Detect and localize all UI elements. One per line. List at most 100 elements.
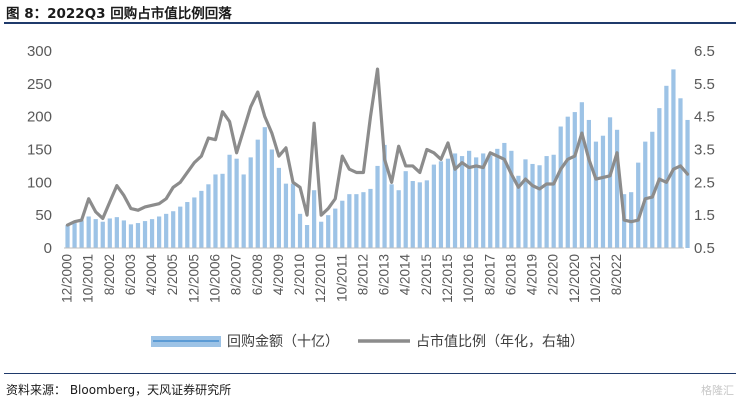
bar (671, 69, 676, 248)
bar (636, 162, 641, 248)
bar (586, 119, 591, 248)
bar (410, 181, 415, 248)
y-tick-label: 0 (44, 240, 52, 257)
bar (537, 165, 542, 248)
bar (206, 184, 211, 248)
bar (474, 157, 479, 248)
bar (431, 164, 436, 248)
x-tick-label: 6/2003 (123, 254, 138, 295)
x-tick-label: 12/2005 (186, 254, 201, 303)
bar (509, 150, 514, 248)
y2-tick-label: 0.5 (694, 240, 715, 257)
bar (382, 144, 387, 248)
bar (248, 157, 253, 248)
bar (86, 216, 91, 248)
bar (304, 225, 310, 248)
x-tick-label: 4/2014 (398, 254, 413, 296)
bar (579, 102, 584, 248)
bar (234, 158, 239, 248)
bar (530, 163, 535, 248)
x-tick-label: 8/2007 (229, 254, 244, 295)
bar (297, 213, 303, 248)
y2-tick-label: 2.5 (694, 174, 715, 191)
bar (220, 173, 225, 248)
bar (488, 155, 493, 248)
bar (290, 183, 296, 248)
bar (375, 165, 380, 248)
page-title: 图 8：2022Q3 回购占市值比例回落 (6, 6, 232, 22)
x-tick-label: 12/2010 (313, 254, 328, 303)
source-note: 资料来源： Bloomberg，天风证券研究所 (6, 383, 232, 397)
y-tick-label: 150 (27, 142, 52, 159)
y-tick-label: 300 (27, 43, 52, 60)
bar (502, 142, 507, 248)
y2-tick-label: 6.5 (694, 43, 715, 60)
bar (650, 131, 655, 248)
bar (607, 117, 613, 248)
legend-line-label: 占市值比例（年化，右轴） (416, 333, 584, 350)
bar (319, 221, 324, 248)
bar (340, 200, 345, 248)
bar (361, 192, 366, 248)
footer-rule (4, 373, 736, 374)
x-tick-label: 10/2016 (461, 254, 476, 303)
y2-tick-label: 1.5 (694, 207, 715, 224)
bar (424, 180, 429, 248)
bar (572, 112, 577, 248)
bar (417, 182, 422, 248)
bar (185, 202, 190, 248)
bar (389, 184, 394, 248)
bar (192, 197, 197, 248)
bar (114, 217, 119, 248)
ratio-line (65, 67, 690, 227)
bar (643, 141, 648, 248)
x-tick-label: 10/2011 (334, 254, 349, 302)
bar (269, 149, 274, 248)
bar (171, 211, 176, 248)
x-tick-label: 10/2021 (588, 254, 603, 303)
y-tick-label: 100 (27, 174, 52, 191)
bar (481, 153, 486, 248)
watermark-text: 格隆汇 (701, 384, 734, 397)
bar (664, 85, 669, 248)
bar (495, 148, 500, 248)
bar (614, 129, 620, 248)
bar (72, 223, 77, 248)
bar (685, 119, 690, 248)
y2-tick-label: 4.5 (694, 109, 715, 126)
bar (107, 218, 112, 248)
bar (467, 150, 472, 248)
bar (368, 188, 373, 248)
x-tick-label: 12/2015 (440, 254, 455, 303)
legend-bar-label: 回购金额（十亿） (227, 334, 339, 350)
x-tick-label: 4/2004 (144, 254, 159, 296)
x-tick-label: 6/2013 (377, 254, 392, 295)
bar (678, 98, 683, 248)
title-rule (4, 22, 736, 24)
bar (600, 135, 606, 248)
x-tick-label: 2/2005 (165, 254, 180, 295)
x-tick-label: 6/2018 (503, 254, 518, 295)
bar (255, 139, 260, 248)
x-tick-label: 6/2008 (250, 254, 265, 295)
bar (121, 220, 126, 248)
bar (403, 171, 408, 248)
x-tick-label: 12/2000 (60, 254, 75, 303)
bar (241, 174, 246, 248)
x-tick-label: 2/2020 (546, 254, 561, 295)
y2-tick-label: 5.5 (694, 76, 715, 93)
bar (565, 116, 570, 248)
x-tick-label: 4/2019 (525, 254, 540, 295)
x-tick-label: 4/2009 (271, 254, 286, 295)
x-tick-label: 8/2012 (355, 254, 370, 295)
bar (333, 208, 338, 248)
bar (544, 156, 549, 248)
bar (445, 158, 451, 248)
bar (142, 221, 148, 248)
bar (164, 213, 169, 248)
y-tick-label: 200 (27, 109, 52, 126)
bar (354, 194, 359, 248)
bar (347, 194, 352, 248)
bar (100, 221, 105, 248)
bar (199, 190, 204, 248)
